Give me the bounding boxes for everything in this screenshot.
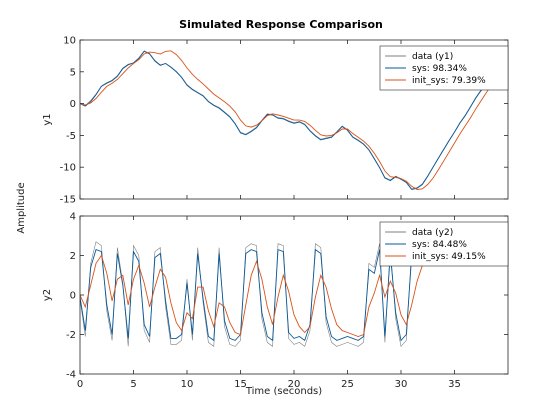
x-tick-label: 5 [130,379,136,390]
x-axis-label: Time (seconds) [245,386,322,397]
y-tick-label: 5 [70,67,76,78]
series-line-2 [80,48,508,191]
y-tick-label: 0 [70,291,76,302]
figure-title: Simulated Response Comparison [179,18,383,31]
x-tick-label: 25 [341,379,354,390]
x-tick-label: 30 [395,379,408,390]
axes-y2-ticks: 0 5 10 15 20 25 30 35 -4 -2 0 2 4 [66,212,508,390]
y-tick-label: -4 [66,370,76,381]
legend-entry: init_sys: 49.15% [412,252,486,262]
y-tick-label: -5 [66,131,76,142]
legend-entry: sys: 84.48% [412,240,467,250]
y-tick-label: 4 [70,212,76,223]
axes-y2: 0 5 10 15 20 25 30 35 -4 -2 0 2 4 y2 data (y2) sys: 8… [42,212,509,390]
y-tick-label: 10 [63,36,76,47]
x-tick-label: 35 [448,379,461,390]
legend-entry: sys: 98.34% [412,64,467,74]
legend-entry: data (y1) [412,52,453,62]
y-tick-label: 0 [70,99,76,110]
x-tick-label: 15 [234,379,247,390]
y-tick-label: 2 [70,251,76,262]
shared-y-label: Amplitude [16,182,27,233]
axes-y1-legend: data (y1) sys: 98.34% init_sys: 79.39% [379,45,509,91]
series-line-3 [80,50,508,190]
x-tick-label: 20 [288,379,301,390]
axes-y2-ylabel: y2 [42,289,53,301]
axes-y2-legend: data (y2) sys: 84.48% init_sys: 49.15% [379,221,509,267]
y-tick-label: -2 [66,330,76,341]
legend-entry: init_sys: 79.39% [412,76,486,86]
y-tick-label: -10 [60,163,76,174]
legend-entry: data (y2) [412,228,453,238]
x-tick-label: 10 [181,379,194,390]
axes-y1-ylabel: y1 [42,113,53,125]
y-tick-label: -15 [60,195,76,206]
axes-y1-ticks: -15 -10 -5 0 5 10 [60,36,508,206]
x-tick-label: 0 [77,379,83,390]
axes-y1: -15 -10 -5 0 5 10 y1 data (y1) sys: 98.34% init… [42,36,509,206]
axes-y1-plot [80,48,508,191]
